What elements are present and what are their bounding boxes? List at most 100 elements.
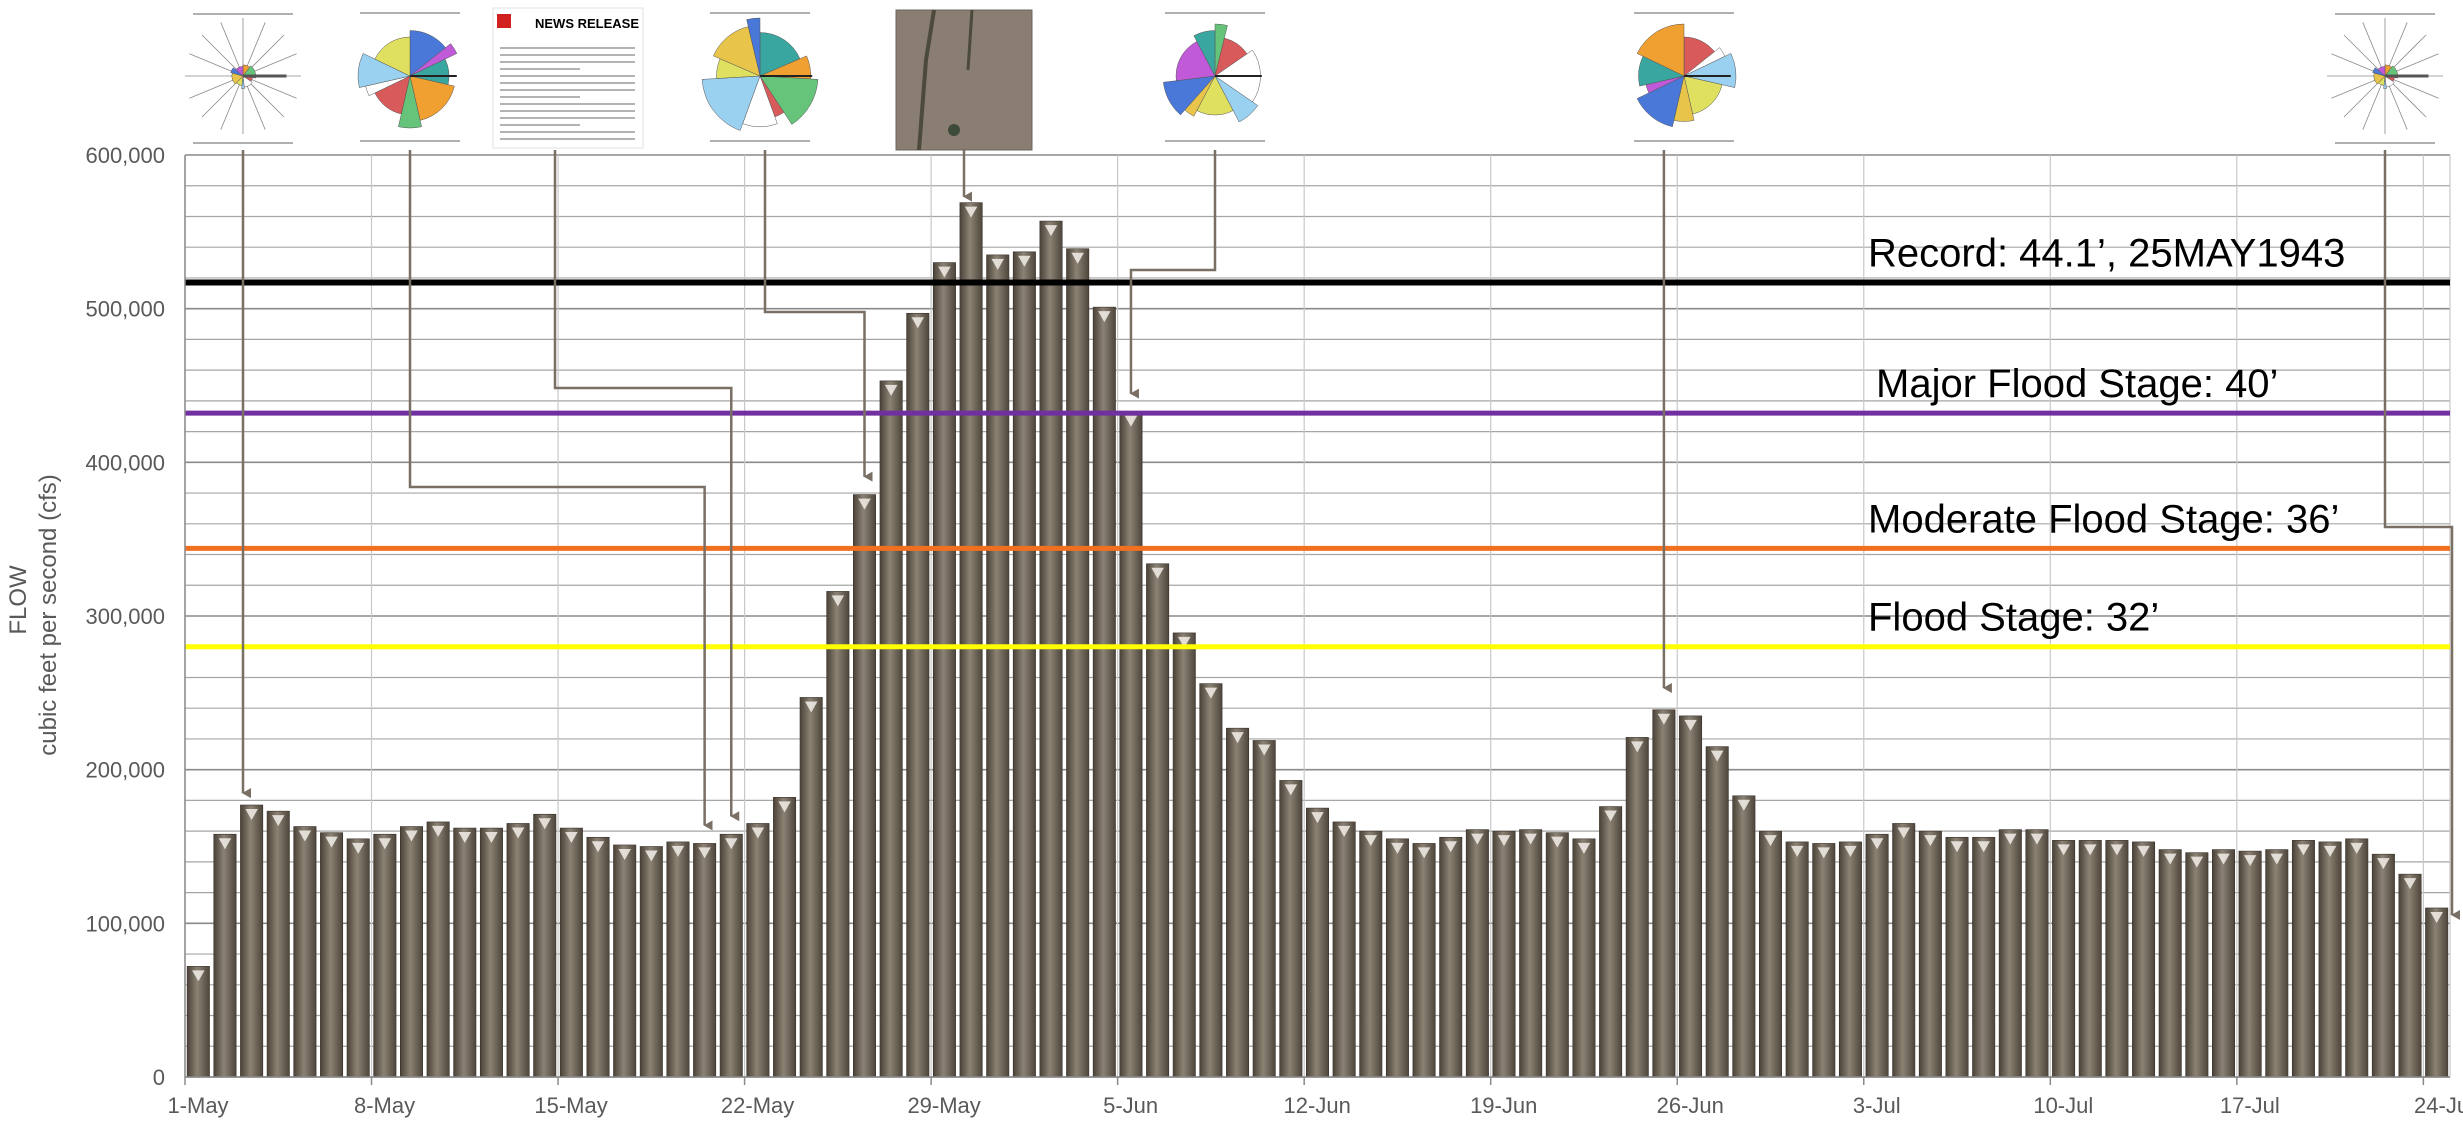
- bar-cap: [778, 801, 791, 813]
- flow-bar: [240, 804, 264, 1078]
- photo-detail: [917, 9, 936, 151]
- flow-bar: [1519, 829, 1543, 1078]
- flow-bar: [1625, 737, 1649, 1078]
- bar-cap: [2083, 844, 2097, 856]
- flow-bar: [426, 821, 450, 1078]
- thumbnail-radial: [2313, 8, 2457, 150]
- bar-cap: [698, 847, 711, 859]
- pie-slice: [398, 75, 422, 129]
- bar-cap: [1471, 833, 1484, 845]
- bar-cap: [2403, 878, 2417, 890]
- thumbnail-photo: [895, 9, 1033, 151]
- pie-slice: [1683, 53, 1737, 88]
- bar-cap: [591, 841, 605, 853]
- axes: 0 100,000 200,000 300,000 400,000 500,000 600,…: [85, 143, 2463, 1118]
- flow-bar: [986, 254, 1010, 1078]
- bar-cap: [458, 832, 472, 844]
- pie-slice: [759, 32, 801, 77]
- pie-slice: [2377, 66, 2386, 77]
- flow-bar: [719, 833, 743, 1078]
- bar-cap: [1950, 841, 1964, 853]
- flow-bar: [1146, 563, 1170, 1078]
- flow-bar: [213, 833, 237, 1078]
- bar-cap: [2217, 853, 2230, 865]
- flow-bar: [2291, 840, 2315, 1078]
- flow-bar: [1092, 306, 1116, 1078]
- flow-bar: [853, 494, 876, 1078]
- flow-bar: [1705, 746, 1729, 1078]
- flow-bar: [799, 697, 823, 1078]
- callout-arrow: [1129, 150, 1217, 399]
- bar-cap: [1151, 567, 1164, 579]
- flow-bar: [613, 844, 637, 1078]
- x-tick-label: 1-May: [167, 1093, 228, 1118]
- pie-slice: [2372, 67, 2386, 77]
- callout-arrows: [241, 150, 2460, 920]
- bar-cap: [1737, 799, 1751, 811]
- reference-line-label: Flood Stage: 32’: [1868, 596, 2159, 640]
- bar-cap: [2057, 844, 2070, 856]
- pie-slice: [409, 75, 455, 121]
- flow-bar: [2158, 849, 2182, 1078]
- flow-bar: [1838, 841, 1862, 1078]
- y-tick-label: 500,000: [85, 297, 165, 322]
- bar-cap: [2243, 855, 2257, 867]
- flow-bar: [2132, 841, 2156, 1078]
- flow-bar: [586, 836, 610, 1078]
- bar-cap: [831, 595, 845, 607]
- flow-bar: [2212, 849, 2235, 1078]
- flow-bar: [879, 380, 903, 1078]
- y-tick-label: 100,000: [85, 911, 165, 936]
- flow-bar: [906, 312, 930, 1078]
- flow-bar: [186, 966, 210, 1078]
- bar-cap: [218, 838, 232, 850]
- bar-cap: [884, 384, 898, 396]
- bar-cap: [2190, 856, 2204, 868]
- x-tick-label: 26-Jun: [1657, 1093, 1724, 1118]
- flow-bar: [400, 826, 423, 1078]
- bar-cap: [325, 836, 338, 848]
- x-tick-label: 3-Jul: [1853, 1093, 1901, 1118]
- flow-bar: [1945, 836, 1969, 1078]
- reference-line-label: Record: 44.1’, 25MAY1943: [1868, 232, 2345, 276]
- flow-bar: [1359, 830, 1383, 1078]
- flow-bar: [2238, 850, 2262, 1078]
- flow-bar: [693, 843, 717, 1078]
- y-axis-title-line2: cubic feet per second (cfs): [35, 474, 62, 755]
- flow-bar: [1119, 411, 1143, 1078]
- flow-bar: [959, 202, 983, 1078]
- bar-cap: [938, 266, 951, 278]
- flow-bar: [1918, 830, 1942, 1078]
- bar-cap: [1284, 784, 1298, 796]
- bar-cap: [2030, 833, 2044, 845]
- pie-slice: [1214, 75, 1259, 123]
- pie-slice: [1163, 75, 1216, 116]
- flow-bar: [932, 262, 956, 1078]
- flow-bar: [533, 813, 557, 1078]
- flow-bar: [1332, 821, 1356, 1078]
- x-tick-label: 10-Jul: [2033, 1093, 2093, 1118]
- pie-slice: [241, 75, 245, 90]
- flow-bar: [2025, 829, 2049, 1078]
- bar-cap: [858, 498, 871, 510]
- flow-bar: [826, 591, 850, 1078]
- reference-line-label: Moderate Flood Stage: 36’: [1868, 497, 2339, 541]
- bar-cap: [618, 848, 631, 860]
- flow-bar: [373, 833, 397, 1078]
- flow-bar: [1865, 833, 1889, 1078]
- bar-cap: [2297, 844, 2310, 856]
- x-tick-label: 19-Jun: [1470, 1093, 1537, 1118]
- flow-bar: [2078, 840, 2102, 1078]
- flow-bar: [639, 846, 663, 1078]
- pie-slice: [1683, 75, 1723, 115]
- flow-bar: [1732, 795, 1756, 1078]
- bar-cap: [2004, 833, 2017, 845]
- x-tick-label: 29-May: [907, 1093, 980, 1118]
- flow-bar: [1785, 841, 1809, 1078]
- flow-bar: [1226, 727, 1250, 1078]
- pie-slice: [1636, 75, 1685, 127]
- bar-cap: [2163, 853, 2177, 865]
- flow-bar: [506, 823, 530, 1078]
- callout-arrow: [763, 150, 873, 482]
- pie-slice: [235, 66, 244, 77]
